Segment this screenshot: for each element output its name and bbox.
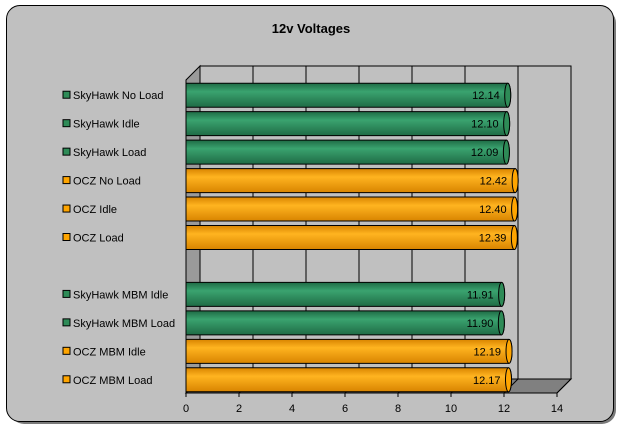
bar-end-cap — [502, 139, 510, 165]
x-tick-label: 12 — [498, 403, 510, 415]
bar-end-cap — [497, 310, 505, 336]
bar-value-label: 12.39 — [479, 233, 507, 245]
bar — [185, 82, 512, 108]
category-label: OCZ Load — [73, 233, 124, 245]
bar — [185, 225, 518, 250]
category-marker — [62, 289, 71, 298]
bar — [185, 367, 513, 393]
bar — [185, 196, 519, 222]
category-marker — [62, 204, 71, 213]
chart-title: 12v Voltages — [272, 21, 351, 36]
bar — [185, 139, 510, 165]
bar-end-cap — [510, 225, 518, 250]
category-label: OCZ Idle — [73, 204, 117, 216]
bar — [185, 168, 519, 194]
bar-value-label: 12.19 — [474, 346, 502, 358]
bar-end-cap — [505, 338, 513, 364]
bar — [185, 281, 506, 307]
grid-diagonal — [556, 378, 572, 394]
bar-value-label: 12.40 — [479, 204, 507, 216]
bar-value-label: 12.42 — [480, 176, 508, 188]
category-label: OCZ MBM Load — [73, 375, 152, 387]
bar — [185, 338, 513, 364]
x-tick-label: 10 — [445, 403, 457, 415]
x-tick-label: 4 — [289, 403, 295, 415]
category-marker — [62, 346, 71, 355]
bar-value-label: 12.14 — [472, 90, 500, 102]
category-label: SkyHawk Idle — [73, 119, 140, 131]
bar-end-cap — [504, 82, 512, 108]
category-label: SkyHawk Load — [73, 147, 146, 159]
bar-end-cap — [503, 111, 511, 137]
bar-end-cap — [498, 281, 506, 307]
category-marker — [62, 90, 71, 99]
category-marker — [62, 176, 71, 185]
category-label: OCZ No Load — [73, 176, 141, 188]
bar — [185, 310, 505, 336]
category-marker — [62, 318, 71, 327]
category-label: SkyHawk No Load — [73, 90, 164, 102]
bar-value-label: 12.17 — [473, 375, 501, 387]
x-tick-label: 2 — [236, 403, 242, 415]
category-label: SkyHawk MBM Idle — [73, 289, 168, 301]
bar-value-label: 12.10 — [471, 119, 499, 131]
x-tick-label: 6 — [342, 403, 348, 415]
bar-end-cap — [511, 196, 519, 222]
category-marker — [62, 375, 71, 384]
category-marker — [62, 119, 71, 128]
x-tick-label: 8 — [395, 403, 401, 415]
bar-value-label: 11.90 — [467, 318, 494, 330]
bar-end-cap — [505, 367, 513, 393]
bar-value-label: 12.09 — [471, 147, 499, 159]
bar-end-cap — [511, 168, 519, 194]
category-marker — [62, 147, 71, 156]
x-tick-label: 0 — [183, 403, 189, 415]
bar-value-label: 11.91 — [467, 289, 494, 301]
category-marker — [62, 233, 71, 241]
plot-area: 0 2 4 6 8 10 12 14 12.14 SkyHawk No Load 12.10 SkyH… — [62, 64, 573, 415]
bar — [185, 111, 511, 137]
category-label: SkyHawk MBM Load — [73, 318, 175, 330]
x-tick-label: 14 — [551, 403, 563, 415]
category-label: OCZ MBM Idle — [73, 346, 146, 358]
